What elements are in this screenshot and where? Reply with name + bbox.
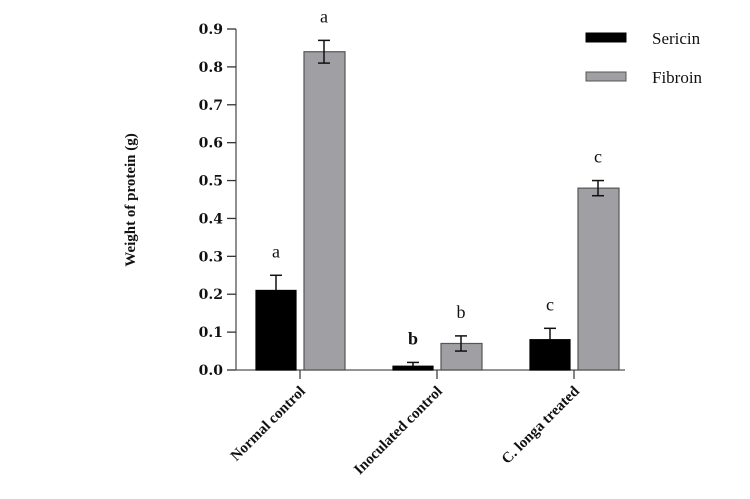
x-tick-label: C. longa treated [499,383,583,467]
significance-label: c [594,147,602,167]
bar-fibroin [303,51,346,371]
significance-label: a [320,6,328,26]
y-tick-label: 0.8 [199,60,223,76]
legend-label-fibroin: Fibroin [652,68,703,87]
significance-label: b [408,328,418,348]
legend-label-sericin: Sericin [652,29,701,48]
significance-label: a [272,241,280,261]
y-tick-label: 0.5 [199,174,223,190]
legend-swatch-sericin [585,32,627,43]
y-tick-label: 0.2 [199,287,223,303]
y-tick-label: 0.9 [199,22,223,38]
y-tick-label: 0.6 [199,136,223,152]
x-tick-label: Normal control [228,384,309,465]
y-axis-label: Weight of protein (g) [123,133,139,266]
legend: Sericin Fibroin [585,29,703,87]
bar-sericin [392,365,434,371]
legend-swatch-fibroin [585,71,627,82]
bar-sericin [529,339,571,371]
bar-sericin [255,289,297,371]
y-tick-label: 0.3 [199,249,223,265]
bar-fibroin [577,187,620,371]
y-tick-label: 0.1 [199,325,223,341]
x-tick-label: Inoculated control [351,384,446,479]
y-tick-label: 0.4 [199,211,224,227]
y-tick-label: 0.0 [199,363,224,379]
significance-label: c [546,294,554,314]
y-tick-label: 0.7 [199,98,223,114]
significance-label: b [457,302,466,322]
